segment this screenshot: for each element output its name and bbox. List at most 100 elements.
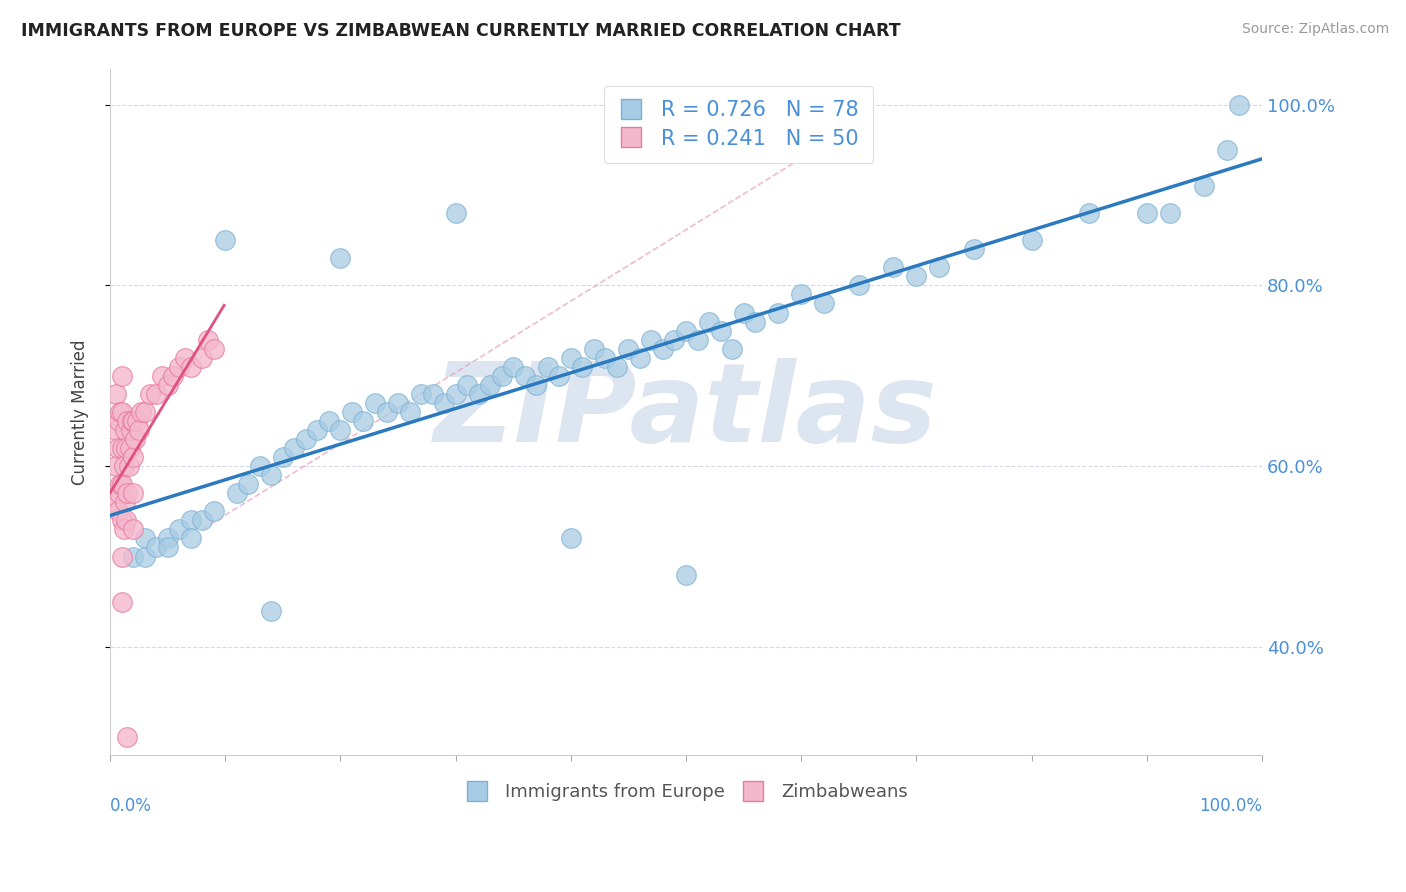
Point <box>191 513 214 527</box>
Point <box>167 359 190 374</box>
Point <box>118 441 141 455</box>
Point <box>1216 143 1239 157</box>
Point <box>134 549 156 564</box>
Point <box>409 387 432 401</box>
Point <box>110 477 132 491</box>
Point <box>110 441 132 455</box>
Point <box>122 450 145 464</box>
Point <box>318 414 340 428</box>
Point <box>1159 206 1181 220</box>
Point <box>582 342 605 356</box>
Point <box>108 486 131 500</box>
Point <box>197 333 219 347</box>
Point <box>214 233 236 247</box>
Point <box>617 342 640 356</box>
Point <box>108 414 131 428</box>
Point <box>1136 206 1159 220</box>
Point <box>174 351 197 365</box>
Legend: Immigrants from Europe, Zimbabweans: Immigrants from Europe, Zimbabweans <box>457 776 915 808</box>
Point <box>606 359 628 374</box>
Point <box>139 387 162 401</box>
Text: IMMIGRANTS FROM EUROPE VS ZIMBABWEAN CURRENTLY MARRIED CORRELATION CHART: IMMIGRANTS FROM EUROPE VS ZIMBABWEAN CUR… <box>21 22 901 40</box>
Point <box>640 333 662 347</box>
Point <box>548 368 571 383</box>
Point <box>180 513 202 527</box>
Point <box>675 324 697 338</box>
Point <box>120 423 142 437</box>
Point <box>353 414 375 428</box>
Point <box>675 567 697 582</box>
Text: 0.0%: 0.0% <box>110 797 152 814</box>
Point <box>114 423 136 437</box>
Point <box>129 405 152 419</box>
Point <box>721 342 744 356</box>
Point <box>433 396 456 410</box>
Point <box>813 296 835 310</box>
Point <box>112 523 135 537</box>
Point <box>295 432 318 446</box>
Point <box>524 377 547 392</box>
Point <box>117 731 139 745</box>
Point <box>329 252 352 266</box>
Point <box>260 468 283 483</box>
Point <box>110 595 132 609</box>
Point <box>271 450 294 464</box>
Point <box>422 387 444 401</box>
Point <box>595 351 617 365</box>
Point <box>697 314 720 328</box>
Point <box>117 459 139 474</box>
Point <box>502 359 524 374</box>
Point <box>790 287 813 301</box>
Point <box>202 504 225 518</box>
Point <box>260 604 283 618</box>
Point <box>122 486 145 500</box>
Point <box>110 405 132 419</box>
Point <box>364 396 387 410</box>
Point <box>467 387 489 401</box>
Point <box>156 541 179 555</box>
Point <box>107 504 129 518</box>
Point <box>110 368 132 383</box>
Point <box>340 405 363 419</box>
Point <box>162 368 184 383</box>
Point <box>628 351 651 365</box>
Point <box>107 441 129 455</box>
Point <box>537 359 560 374</box>
Text: ZIPatlas: ZIPatlas <box>434 359 938 466</box>
Point <box>928 260 950 275</box>
Point <box>110 549 132 564</box>
Point <box>733 305 755 319</box>
Point <box>202 342 225 356</box>
Point <box>124 432 146 446</box>
Point <box>180 359 202 374</box>
Point <box>456 377 478 392</box>
Point <box>709 324 731 338</box>
Point <box>156 377 179 392</box>
Point <box>156 532 179 546</box>
Point <box>444 206 467 220</box>
Text: 100.0%: 100.0% <box>1199 797 1263 814</box>
Point <box>882 260 904 275</box>
Point <box>479 377 502 392</box>
Point <box>513 368 536 383</box>
Point <box>664 333 686 347</box>
Point <box>114 495 136 509</box>
Point <box>150 368 173 383</box>
Y-axis label: Currently Married: Currently Married <box>72 339 89 484</box>
Point <box>571 359 593 374</box>
Point <box>375 405 398 419</box>
Point <box>963 242 986 256</box>
Point <box>117 414 139 428</box>
Point <box>104 387 127 401</box>
Point <box>110 477 132 491</box>
Point <box>180 532 202 546</box>
Point <box>121 414 143 428</box>
Point <box>652 342 675 356</box>
Point <box>134 405 156 419</box>
Point <box>1194 179 1216 194</box>
Point <box>110 405 132 419</box>
Point <box>122 523 145 537</box>
Point <box>329 423 352 437</box>
Point <box>125 414 148 428</box>
Point <box>122 549 145 564</box>
